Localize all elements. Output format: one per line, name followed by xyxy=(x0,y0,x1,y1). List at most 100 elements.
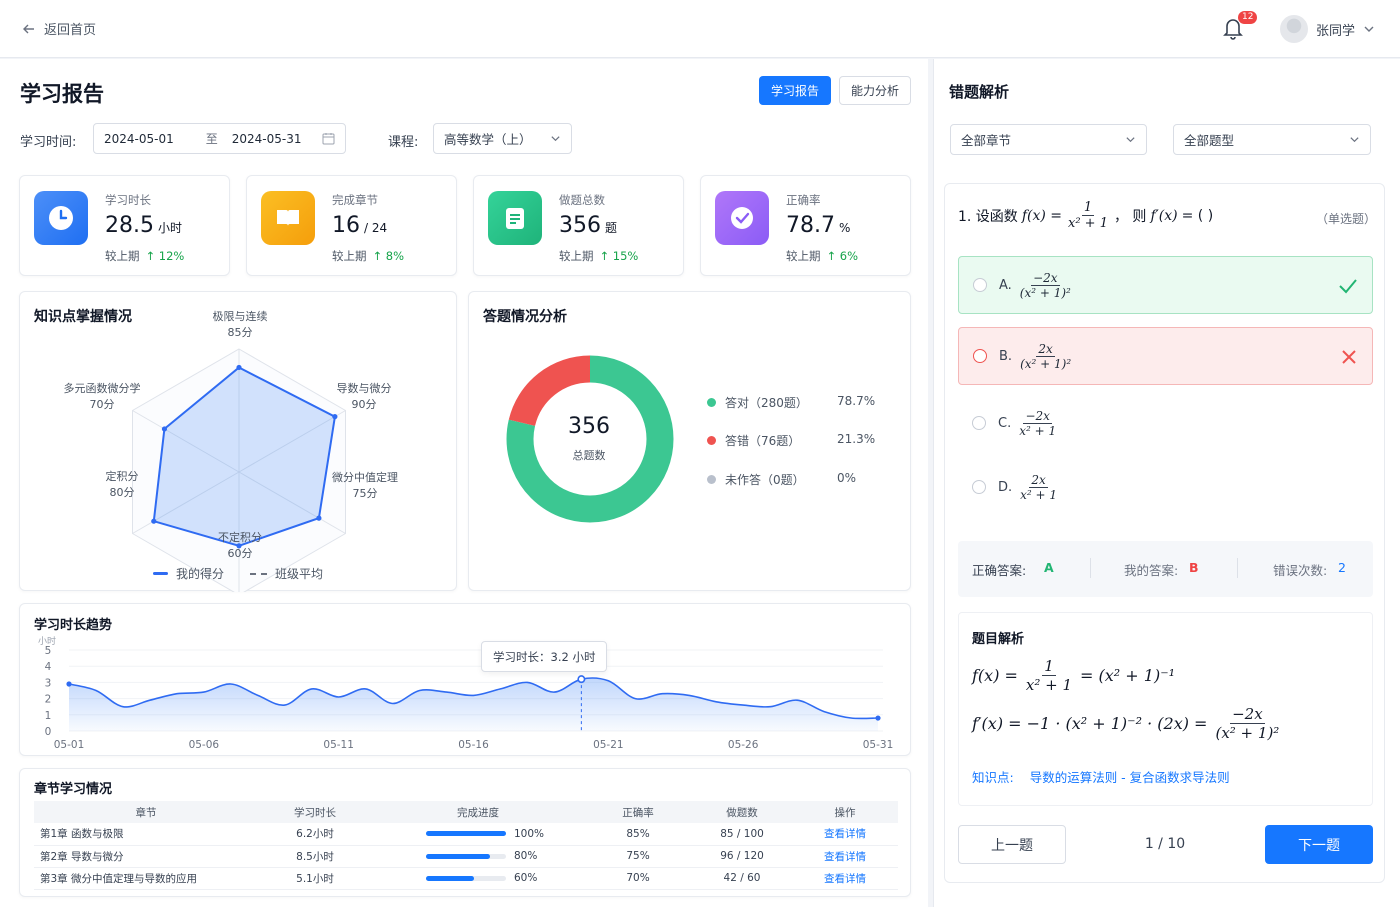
compare-pct: 8% xyxy=(385,249,405,263)
option-c[interactable]: C. −2x x² + 1 xyxy=(958,394,1373,452)
check-badge-icon xyxy=(715,191,769,245)
legend-dot xyxy=(707,436,716,445)
cell-time: 5.1小时 xyxy=(258,867,372,890)
stat-card-accuracy: 正确率 78.7% 较上期 ↑ 6% xyxy=(700,175,911,276)
progress-text: 80% xyxy=(514,850,538,862)
legend-mine: 我的得分 xyxy=(153,565,224,582)
donut-total-label: 总题数 xyxy=(572,449,606,462)
knowledge-point-link[interactable]: 导数的运算法则 - 复合函数求导法则 xyxy=(1029,770,1230,785)
user-menu[interactable]: 张同学 xyxy=(1280,15,1375,43)
cell-chapter: 第3章 微分中值定理与导数的应用 xyxy=(34,867,258,890)
y-tick-label: 0 xyxy=(45,726,52,738)
analysis-title: 题目解析 xyxy=(972,632,1025,647)
radio[interactable] xyxy=(973,349,987,363)
prev-question-button[interactable]: 上一题 xyxy=(958,825,1066,864)
radio[interactable] xyxy=(972,416,986,430)
option-d[interactable]: D. 2x x² + 1 xyxy=(958,458,1373,516)
chevron-down-icon xyxy=(1126,137,1135,143)
cell-rate: 85% xyxy=(584,823,692,846)
trend-point xyxy=(875,715,881,721)
trend-area xyxy=(69,677,878,731)
tab-report[interactable]: 学习报告 xyxy=(759,76,831,105)
date-start: 2024-05-01 xyxy=(104,131,174,146)
donut-slice-1 xyxy=(506,355,674,523)
option-a[interactable]: A. −2x (x² + 1)² xyxy=(958,256,1373,314)
my-answer-value: B xyxy=(1189,560,1199,575)
chevron-down-icon xyxy=(1350,137,1359,143)
option-b[interactable]: B. 2x (x² + 1)² xyxy=(958,327,1373,385)
book-icon xyxy=(261,191,315,245)
stat-label: 正确率 xyxy=(786,193,821,207)
user-name: 张同学 xyxy=(1316,23,1356,39)
tab-ability[interactable]: 能力分析 xyxy=(839,76,911,105)
view-detail-link[interactable]: 查看详情 xyxy=(792,867,898,890)
compare-value: ↑ 8% xyxy=(372,249,405,263)
legend-avg: 班级平均 xyxy=(250,565,323,582)
compare-label: 较上期 xyxy=(105,249,140,263)
radar-label-definite: 定积分 80分 xyxy=(84,469,160,501)
type-filter-value: 全部题型 xyxy=(1184,133,1235,148)
radar-point-score: 70分 xyxy=(89,398,115,411)
stat-number: 78.7 xyxy=(786,213,835,238)
back-home-link[interactable]: 返回首页 xyxy=(22,19,96,38)
stat-compare: 较上期 ↑ 15% xyxy=(559,248,638,264)
x-tick-label: 05-06 xyxy=(189,739,220,751)
radar-point-name: 定积分 xyxy=(105,470,139,483)
option-letter: C. xyxy=(998,415,1012,431)
chapter-filter-value: 全部章节 xyxy=(961,133,1012,148)
radar-point-name: 极限与连续 xyxy=(212,310,268,323)
stat-compare: 较上期 ↑ 8% xyxy=(332,248,404,264)
chapter-filter-select[interactable]: 全部章节 xyxy=(950,124,1147,155)
trend-line xyxy=(68,677,879,720)
th-count: 做题数 xyxy=(692,801,792,823)
radio[interactable] xyxy=(973,278,987,292)
date-separator: 至 xyxy=(205,132,218,146)
calendar-icon xyxy=(322,133,335,145)
trend-tooltip: 学习时长：3.2 小时 xyxy=(481,641,608,672)
radar-point xyxy=(151,518,157,524)
y-tick-label: 2 xyxy=(45,694,52,706)
legend-unanswered-pct: 0% xyxy=(837,471,857,485)
option-letter: A. xyxy=(999,277,1012,293)
date-range-picker[interactable]: 2024-05-01 至 2024-05-31 xyxy=(93,123,346,154)
y-tick-label: 1 xyxy=(45,710,52,722)
compare-label: 较上期 xyxy=(786,249,821,263)
chapter-card: 章节学习情况 章节 学习时长 完成进度 正确率 做题数 操作 第1章 函数与极限… xyxy=(19,768,911,897)
view-detail-link[interactable]: 查看详情 xyxy=(792,845,898,868)
stat-unit: 小时 xyxy=(157,221,182,235)
cell-chapter: 第1章 函数与极限 xyxy=(34,823,258,846)
legend-correct: 答对（280题） xyxy=(707,394,808,411)
stat-unit: % xyxy=(838,221,851,235)
stat-value: 356 题 xyxy=(559,213,617,238)
compare-pct: 6% xyxy=(839,249,859,263)
stat-value: 16 / 24 xyxy=(332,213,387,238)
back-home-label: 返回首页 xyxy=(44,23,97,38)
type-filter-select[interactable]: 全部题型 xyxy=(1173,124,1371,155)
course-select[interactable]: 高等数学（上） xyxy=(433,123,572,154)
compare-value: ↑ 15% xyxy=(599,249,639,263)
radio[interactable] xyxy=(972,480,986,494)
cell-chapter: 第2章 导数与微分 xyxy=(34,845,258,868)
stat-unit: 题 xyxy=(605,221,618,235)
clipboard-icon xyxy=(488,191,542,245)
chevron-down-icon xyxy=(1364,26,1374,32)
math-frac: 2x x² + 1 xyxy=(1020,472,1058,502)
table-row: 第1章 函数与极限 6.2小时 100% 85% 85 / 100 查看详情 xyxy=(34,823,898,846)
th-time: 学习时长 xyxy=(258,801,372,823)
question-blank: = ( ) xyxy=(1181,207,1214,224)
view-detail-link[interactable]: 查看详情 xyxy=(792,823,898,846)
radar-point-score: 80分 xyxy=(109,486,135,499)
x-tick-label: 05-16 xyxy=(458,739,489,751)
th-action: 操作 xyxy=(792,801,898,823)
next-question-button[interactable]: 下一题 xyxy=(1265,825,1373,864)
legend-unanswered: 未作答（0题） xyxy=(707,471,805,488)
compare-value: ↑ 6% xyxy=(826,249,859,263)
correct-answer-label: 正确答案: xyxy=(972,563,1027,578)
y-tick-label: 4 xyxy=(45,661,52,673)
progress-text: 60% xyxy=(514,872,538,884)
notification-bell-icon[interactable] xyxy=(1222,16,1244,43)
math-frac: −2x (x² + 1)² xyxy=(1019,270,1071,300)
y-tick-label: 5 xyxy=(45,645,52,657)
compare-pct: 12% xyxy=(158,249,185,263)
th-progress: 完成进度 xyxy=(372,801,584,823)
